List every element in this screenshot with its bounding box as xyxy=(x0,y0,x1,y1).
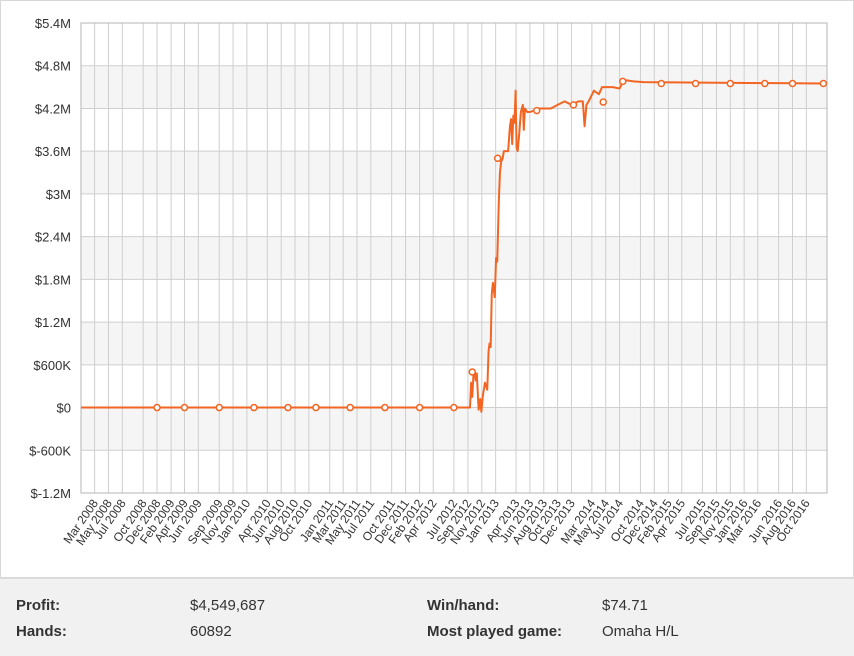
data-point xyxy=(726,79,735,88)
y-tick-label: $3.6M xyxy=(35,144,71,159)
data-point xyxy=(618,77,627,86)
data-point xyxy=(788,79,797,88)
profit-label: Profit: xyxy=(16,597,61,614)
plot-border xyxy=(80,22,828,494)
chart-frame: $5.4M $4.8M $4.2M $3.6M $3M $2.4M $1.8M $1.2M $6… xyxy=(0,0,854,578)
win-per-hand-label: Win/hand: xyxy=(427,597,500,614)
data-point xyxy=(569,101,578,109)
y-tick-label: $-600K xyxy=(29,443,71,458)
data-point xyxy=(346,403,354,412)
y-tick-label: $2.4M xyxy=(35,230,71,245)
hands-value: 60892 xyxy=(190,623,232,640)
data-point xyxy=(493,154,502,163)
y-tick-label: $-1.2M xyxy=(31,486,71,501)
data-point xyxy=(657,79,666,88)
data-point xyxy=(599,98,607,106)
y-tick-label: $0 xyxy=(57,401,71,416)
data-point xyxy=(153,403,161,412)
profit-line-chart: $5.4M $4.8M $4.2M $3.6M $3M $2.4M $1.8M $1.2M $6… xyxy=(29,16,828,548)
data-point xyxy=(180,403,189,412)
data-point xyxy=(250,403,258,412)
data-point xyxy=(532,106,541,115)
data-point xyxy=(415,403,424,412)
y-tick-label: $4.8M xyxy=(35,59,71,74)
y-tick-label: $600K xyxy=(33,358,71,373)
data-point xyxy=(691,79,700,88)
data-point xyxy=(819,79,828,88)
y-tick-label: $4.2M xyxy=(35,101,71,116)
y-tick-label: $1.2M xyxy=(35,315,71,330)
series-line xyxy=(81,78,824,413)
data-point xyxy=(215,403,223,412)
y-tick-label: $5.4M xyxy=(35,16,71,31)
profit-value: $4,549,687 xyxy=(190,597,266,614)
data-point xyxy=(312,403,320,412)
hands-label: Hands: xyxy=(16,623,67,640)
stats-panel: Profit: $4,549,687 Win/hand: $74.71 Hand… xyxy=(0,578,854,656)
data-point xyxy=(468,368,477,376)
win-per-hand-value: $74.71 xyxy=(602,597,648,614)
most-played-game-value: Omaha H/L xyxy=(602,623,679,640)
most-played-game-label: Most played game: xyxy=(427,623,563,640)
data-point xyxy=(284,403,292,412)
data-point xyxy=(761,79,769,88)
y-tick-label: $3M xyxy=(46,187,71,202)
y-tick-label: $1.8M xyxy=(35,272,71,287)
data-point xyxy=(450,403,458,412)
data-point xyxy=(381,403,389,412)
